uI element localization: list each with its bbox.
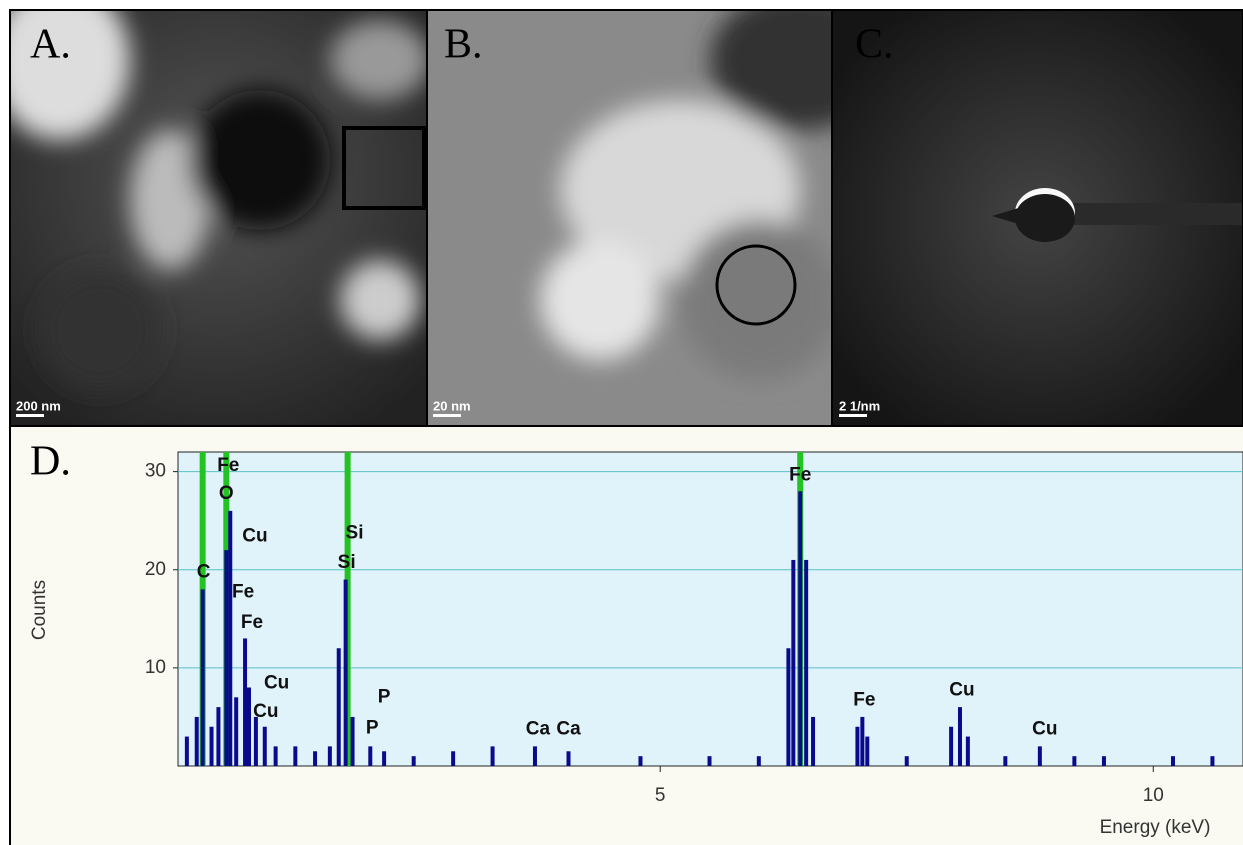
peak-label: Si bbox=[338, 552, 356, 573]
spectrum-spike bbox=[855, 726, 860, 766]
panel-label: B. bbox=[444, 22, 483, 68]
spectrum-spike bbox=[566, 751, 571, 766]
y-tick-label: 20 bbox=[145, 559, 166, 580]
spectrum-spike bbox=[184, 736, 189, 766]
spectrum-spike bbox=[1072, 756, 1077, 766]
spectrum-spike bbox=[247, 687, 251, 766]
spectrum-spike bbox=[638, 756, 643, 766]
spectrum-spike bbox=[791, 559, 796, 766]
spectrum-spike bbox=[293, 746, 298, 766]
peak-label: P bbox=[366, 718, 379, 739]
spectrum-spike bbox=[865, 736, 870, 766]
peak-label: Fe bbox=[241, 612, 263, 633]
peak-label: Cu bbox=[264, 673, 289, 694]
spectrum-spike bbox=[756, 756, 761, 766]
peak-label: Cu bbox=[242, 525, 267, 546]
panel-label: A. bbox=[30, 22, 71, 68]
spectrum-spike bbox=[411, 756, 416, 766]
spectrum-spike bbox=[216, 707, 221, 766]
spectrum-spike bbox=[243, 638, 248, 766]
spectrum-spike bbox=[224, 550, 229, 766]
spectrum-spike bbox=[336, 648, 341, 766]
peak-label: Fe bbox=[217, 455, 239, 476]
spectrum-spike bbox=[451, 751, 456, 766]
spectrum-spike bbox=[957, 707, 962, 766]
peak-label: C bbox=[197, 562, 211, 583]
spectrum-spike bbox=[327, 746, 332, 766]
peak-label: Fe bbox=[853, 689, 875, 710]
spectrum-spike bbox=[811, 716, 816, 766]
spectrum-spike bbox=[904, 756, 909, 766]
y-tick-label: 10 bbox=[145, 657, 166, 678]
peak-label: Si bbox=[346, 522, 364, 543]
peak-label: P bbox=[378, 686, 391, 707]
peak-label: Ca bbox=[556, 719, 581, 740]
spectrum-spike bbox=[343, 579, 348, 766]
peak-label: Fe bbox=[232, 581, 254, 602]
spectrum-spike bbox=[209, 726, 214, 766]
peak-label: Cu bbox=[1032, 719, 1057, 740]
spectrum-spike bbox=[200, 589, 205, 766]
spectrum-spike bbox=[1210, 756, 1215, 766]
spectrum-spike bbox=[262, 726, 267, 766]
panel-b bbox=[427, 10, 832, 426]
spectrum-spike bbox=[234, 697, 239, 766]
x-tick-label: 5 bbox=[655, 785, 666, 806]
spectrum-spike bbox=[798, 491, 803, 766]
spectrum-spike bbox=[532, 746, 537, 766]
spectrum-spike bbox=[965, 736, 970, 766]
panel-a bbox=[10, 10, 427, 426]
spectrum-spike bbox=[1037, 746, 1042, 766]
spectrum-spike bbox=[350, 716, 355, 766]
x-axis-label: Energy (keV) bbox=[1100, 817, 1211, 838]
spectrum-spike bbox=[1003, 756, 1008, 766]
spectrum-spike bbox=[490, 746, 495, 766]
peak-label: Cu bbox=[949, 679, 974, 700]
spectrum-spike bbox=[194, 716, 199, 766]
spectrum-spike bbox=[228, 510, 233, 766]
scale-bar-label: 20 nm bbox=[433, 398, 471, 413]
spectrum-spike bbox=[1170, 756, 1175, 766]
spectrum-spike bbox=[786, 648, 791, 766]
spectrum-spike bbox=[273, 746, 278, 766]
peak-label: Fe bbox=[789, 465, 811, 486]
spectrum-spike bbox=[804, 559, 809, 766]
panel-label: C. bbox=[855, 22, 894, 68]
y-axis-label: Counts bbox=[29, 580, 50, 640]
spectrum-spike bbox=[368, 746, 373, 766]
panel-c bbox=[832, 10, 1243, 426]
spectrum-spike bbox=[313, 751, 318, 766]
y-tick-label: 30 bbox=[145, 461, 166, 482]
spectrum-spike bbox=[707, 756, 712, 766]
spectrum-spike bbox=[1101, 756, 1106, 766]
plot-area bbox=[177, 451, 1243, 767]
peak-label: Ca bbox=[526, 719, 551, 740]
panel-label: D. bbox=[30, 439, 71, 485]
x-tick-label: 10 bbox=[1143, 785, 1164, 806]
spectrum-spike bbox=[253, 716, 258, 766]
scale-bar-label: 2 1/nm bbox=[839, 398, 880, 413]
scale-bar-label: 200 nm bbox=[16, 398, 61, 413]
scale-bars bbox=[16, 414, 867, 417]
spectrum-spike bbox=[382, 751, 387, 766]
spectrum-spike bbox=[860, 716, 865, 766]
peak-label: O bbox=[219, 483, 234, 504]
peak-label: Cu bbox=[253, 701, 278, 722]
spectrum-spike bbox=[949, 726, 954, 766]
